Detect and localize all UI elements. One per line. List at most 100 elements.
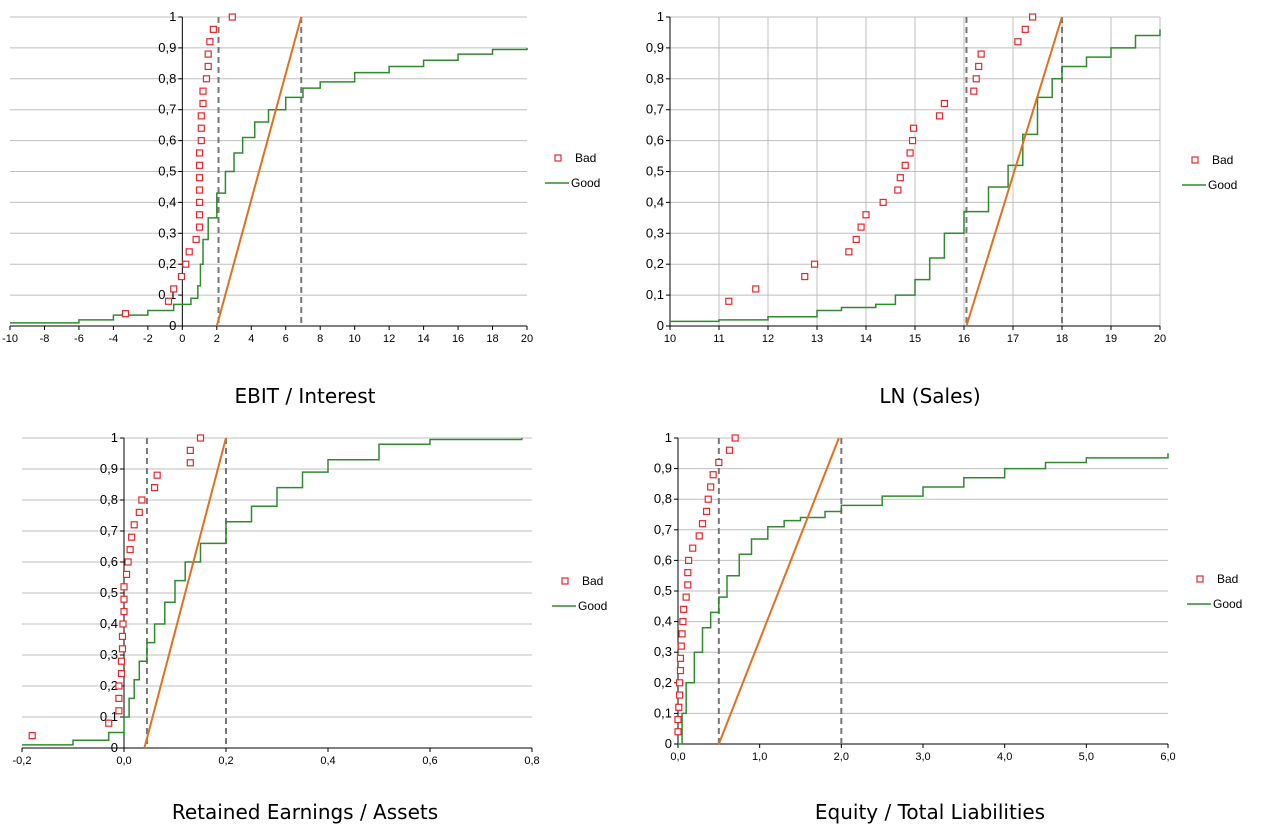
bad-point — [204, 50, 212, 58]
y-tick-label: 0,3 — [654, 644, 672, 659]
x-tick-label: 0,4 — [320, 755, 335, 767]
bad-point — [197, 112, 205, 120]
bad-point — [151, 484, 159, 492]
legend-good-label: Good — [571, 176, 600, 190]
bad-point — [1021, 25, 1029, 33]
y-tick-label: 1 — [665, 430, 672, 445]
legend: Bad Good — [1182, 153, 1237, 192]
bad-point — [685, 556, 693, 565]
bad-point — [940, 99, 949, 108]
chart-4: 0,0 1,0 2,0 3,0 4,0 5,0 6,0 0 0,1 0,2 0,3 0,4 0,5 0,6… — [654, 430, 1242, 763]
bad-point — [879, 198, 887, 206]
bad-point — [115, 694, 123, 703]
good-series-line — [670, 29, 1161, 323]
bad-point — [118, 632, 127, 641]
bad-point — [195, 223, 204, 231]
bad-point — [896, 174, 904, 182]
y-tick-label: 0,9 — [654, 461, 672, 476]
x-tick-label: 17 — [1007, 333, 1019, 345]
bad-point — [195, 186, 204, 194]
bad-point — [120, 595, 128, 603]
chart-1-caption: EBIT / Interest — [234, 384, 376, 408]
bad-point — [202, 75, 211, 83]
bad-point — [138, 496, 146, 504]
x-tick-label: 0,8 — [524, 755, 539, 767]
x-tick-label: 18 — [1056, 333, 1068, 345]
chart-3: -0,2 0,0 0,2 0,4 0,6 0,8 0 0,1 0,2 0,3 0,4 0,5 0,6 0,… — [13, 430, 608, 767]
bad-point — [195, 149, 204, 157]
y-tick-label: 0,5 — [100, 585, 118, 600]
bad-point — [674, 728, 682, 736]
bad-point — [677, 642, 685, 650]
x-tick-label: 14 — [860, 333, 872, 345]
bad-point — [680, 605, 688, 613]
bad-point — [731, 434, 739, 442]
x-tick-label: 10 — [664, 333, 676, 345]
y-tick-label: 0,6 — [654, 552, 672, 567]
bad-point — [970, 87, 978, 95]
bad-point — [725, 446, 734, 454]
x-tick-label: 13 — [811, 333, 823, 345]
bad-point — [153, 471, 161, 479]
bad-point — [177, 272, 186, 281]
bad-point — [128, 533, 136, 541]
bad-point — [676, 654, 685, 662]
bad-point — [845, 248, 853, 256]
chart-1: -10 -8 -6 -4 -2 0 2 4 6 8 10 12 14 16 18 2000,10,20,30,… — [2, 9, 600, 345]
bad-point — [674, 715, 682, 724]
x-tick-label: -2 — [143, 333, 153, 345]
x-tick-label: 4 — [248, 333, 254, 345]
x-tick-label: 3,0 — [915, 751, 930, 763]
legend-bad-label: Bad — [1217, 572, 1238, 586]
y-tick-label: 0,5 — [158, 164, 176, 179]
bad-point — [115, 682, 123, 690]
bad-point — [199, 99, 207, 108]
bad-point — [196, 434, 205, 442]
bad-point — [186, 446, 194, 454]
y-tick-label: 0,4 — [654, 614, 672, 629]
bad-point — [204, 62, 212, 71]
bad-point — [852, 235, 860, 244]
legend-good-label: Good — [1213, 597, 1242, 611]
bad-point — [901, 161, 909, 169]
x-tick-label: 12 — [383, 333, 395, 345]
x-tick-label: 6,0 — [1160, 751, 1175, 763]
bad-point — [186, 459, 194, 467]
bad-point — [118, 645, 127, 653]
x-tick-label: 16 — [958, 333, 970, 345]
y-tick-label: 0,3 — [158, 225, 176, 240]
bad-point — [695, 532, 703, 540]
bad-point — [192, 235, 200, 244]
bad-point — [801, 272, 809, 281]
y-tick-label: 0,7 — [158, 102, 176, 117]
x-tick-label: 2 — [214, 333, 220, 345]
y-tick-label: 0,6 — [158, 133, 176, 148]
bad-point — [228, 13, 236, 21]
bad-point — [977, 50, 985, 58]
bad-point — [130, 521, 138, 529]
bad-point — [682, 593, 690, 601]
legend-bad-marker — [1191, 156, 1199, 164]
chart-2: 10 11 12 13 14 15 16 17 18 19 20 0 0,1 0,2 0,3 0,4 0,5 0,… — [646, 9, 1237, 345]
y-tick-label: 0,2 — [654, 675, 672, 690]
x-tick-label: 4,0 — [997, 751, 1012, 763]
bad-point — [935, 112, 944, 120]
bad-point — [707, 483, 715, 491]
legend: Bad Good — [1187, 572, 1242, 611]
bad-point — [120, 607, 128, 616]
legend-bad-marker — [561, 577, 569, 585]
legend-bad-marker — [1196, 575, 1204, 583]
bad-point — [894, 186, 902, 194]
bad-point — [121, 310, 130, 318]
x-tick-label: 16 — [452, 333, 464, 345]
x-tick-label: -4 — [109, 333, 119, 345]
y-tick-label: 0,1 — [654, 705, 672, 720]
bad-point — [120, 583, 128, 591]
x-tick-label: 6 — [283, 333, 289, 345]
y-tick-label: 0,1 — [646, 287, 664, 302]
bad-point — [906, 149, 914, 157]
y-tick-label: 0,7 — [100, 523, 118, 538]
x-tick-label: 15 — [909, 333, 921, 345]
y-tick-label: 0 — [111, 740, 118, 755]
